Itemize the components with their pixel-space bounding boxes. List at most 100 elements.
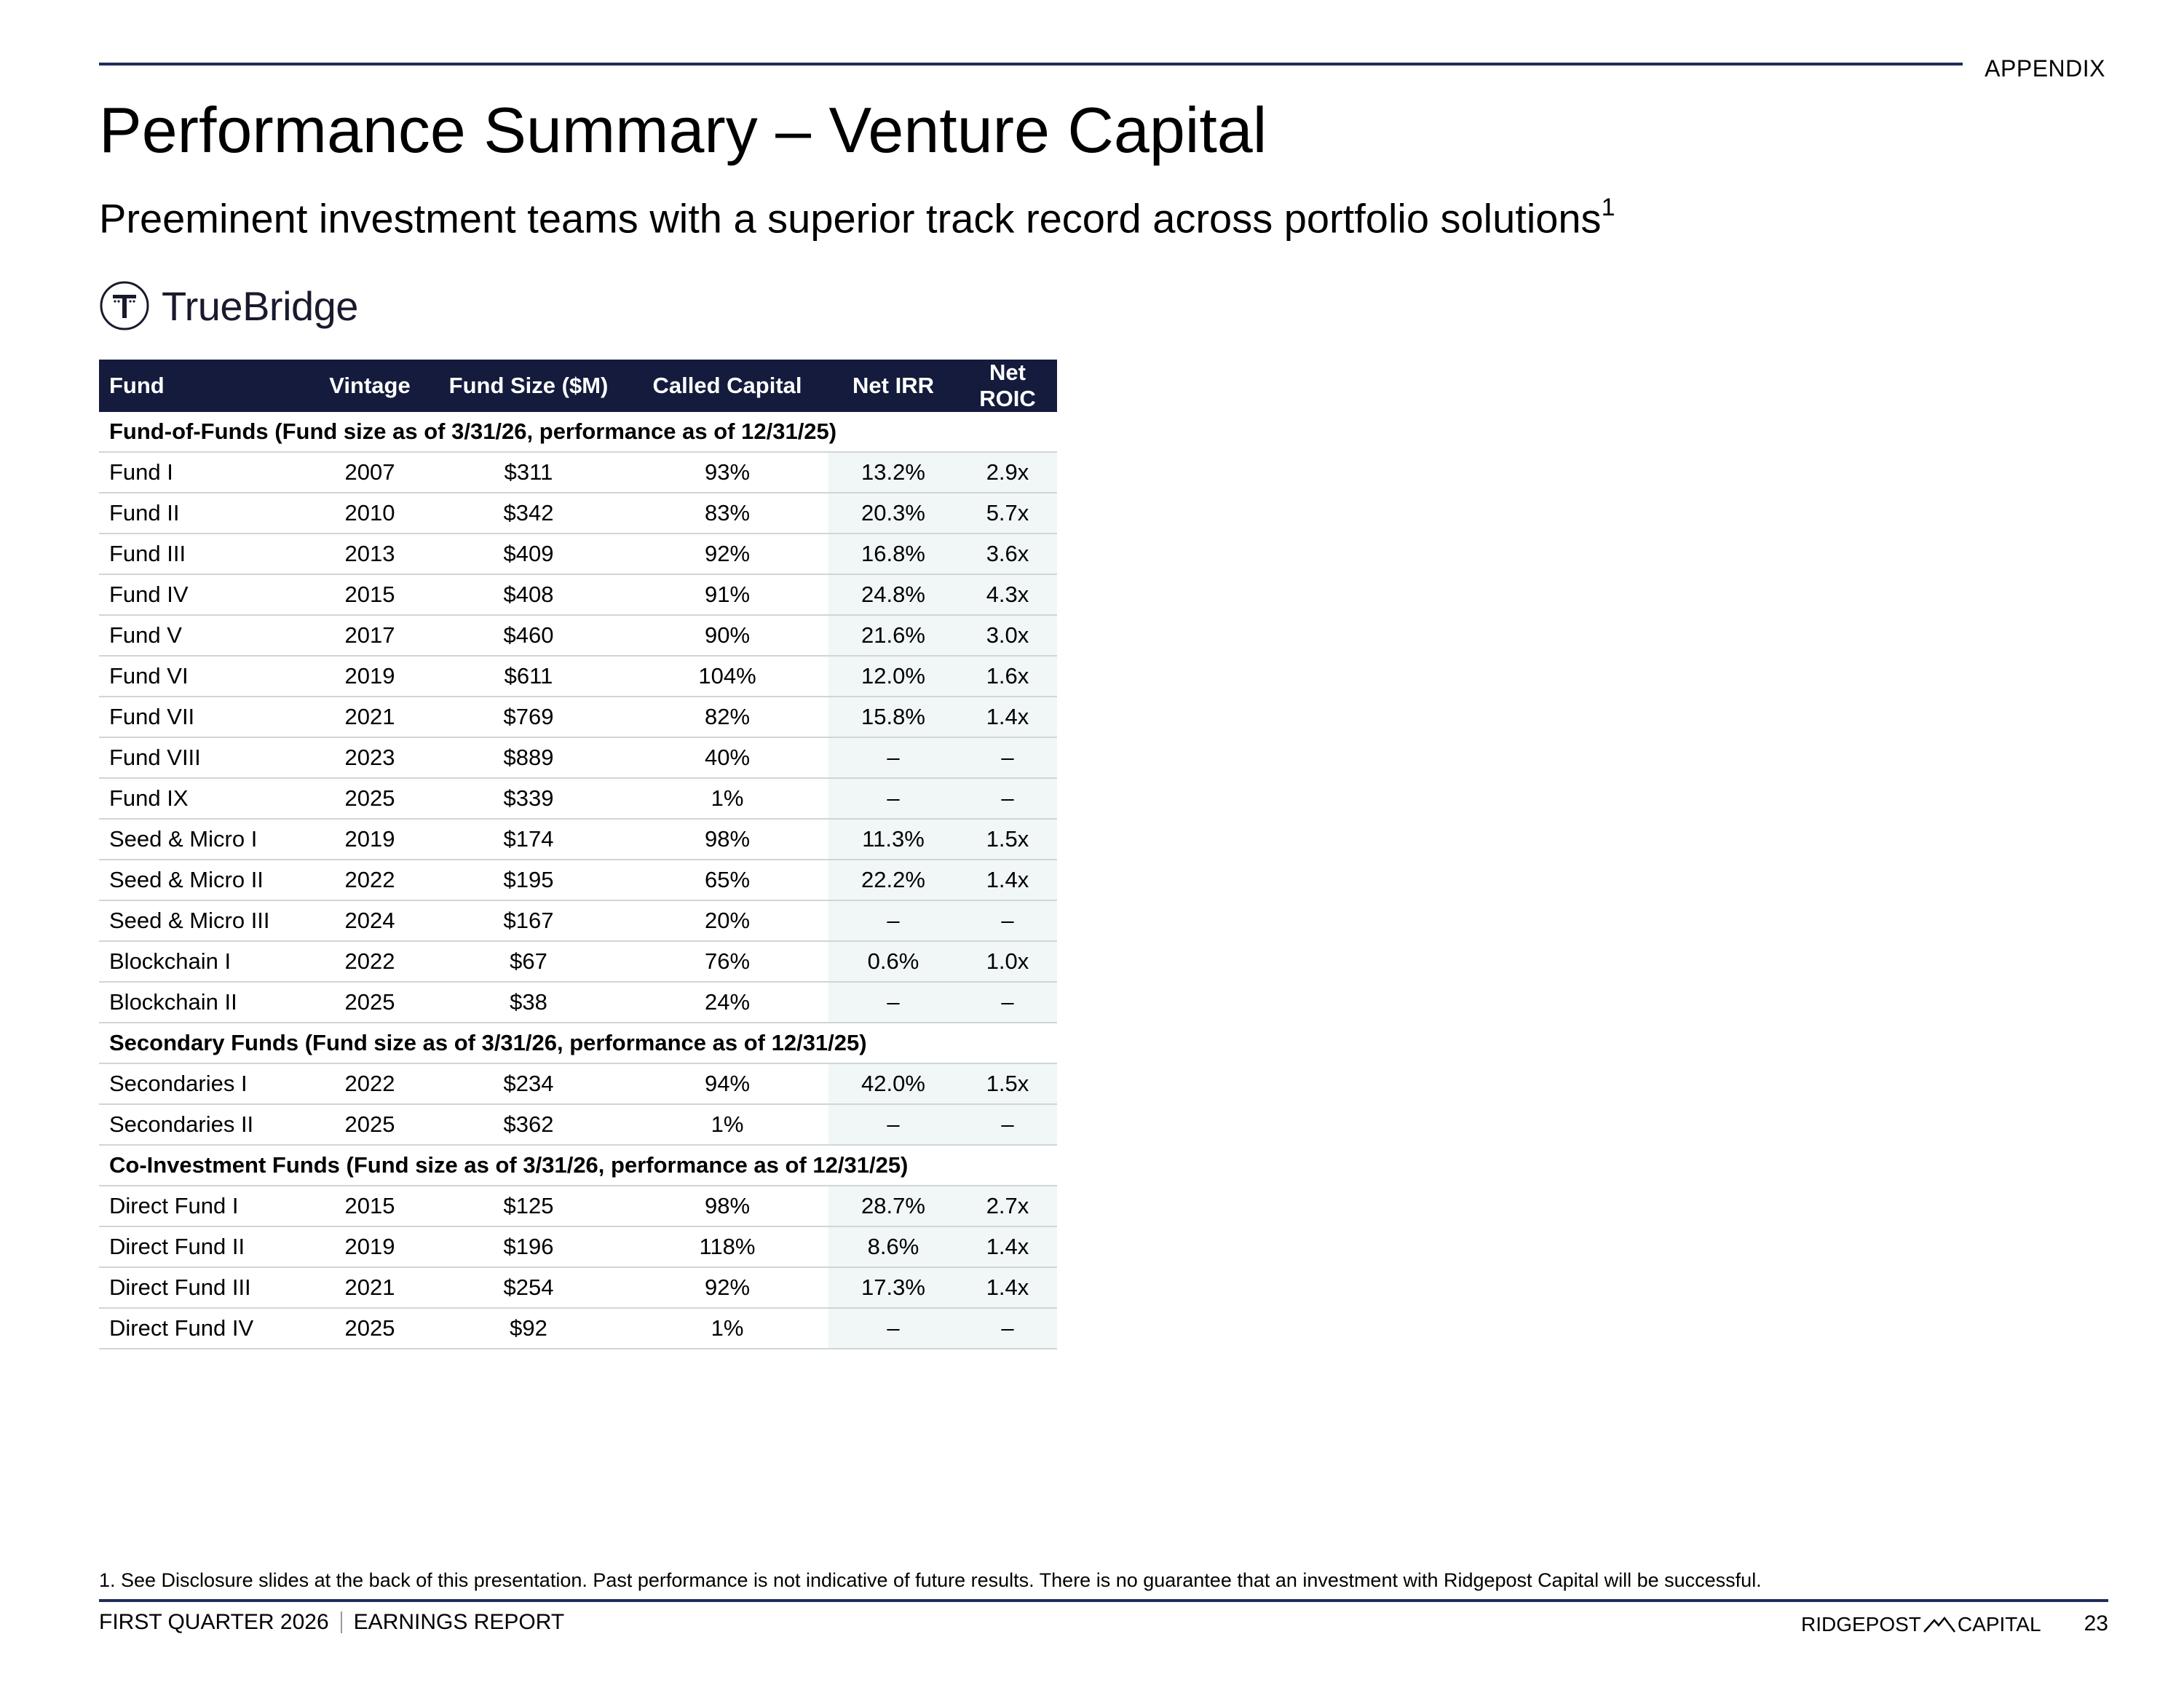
cell-called-capital: 65% <box>626 860 828 901</box>
table-row: Secondaries II 2025 $362 1% – – <box>99 1104 1057 1146</box>
cell-fund: Fund IX <box>99 778 309 820</box>
cell-called-capital: 93% <box>626 452 828 493</box>
cell-called-capital: 98% <box>626 819 828 860</box>
cell-net-roic: 1.4x <box>958 860 1057 901</box>
column-header-fund: Fund <box>99 360 309 412</box>
truebridge-logo: TrueBridge <box>99 278 358 333</box>
brand-left-text: RIDGEPOST <box>1801 1613 1921 1636</box>
table-row: Fund I 2007 $311 93% 13.2% 2.9x <box>99 452 1057 493</box>
cell-vintage: 2022 <box>309 1063 431 1105</box>
page-subtitle: Preeminent investment teams with a super… <box>99 185 1615 245</box>
cell-fund-size: $254 <box>431 1267 626 1309</box>
cell-fund-size: $311 <box>431 452 626 493</box>
cell-fund: Secondaries I <box>99 1063 309 1105</box>
cell-fund: Blockchain I <box>99 941 309 983</box>
column-header-called-capital: Called Capital <box>626 360 828 412</box>
cell-vintage: 2007 <box>309 452 431 493</box>
cell-net-irr: – <box>828 778 958 820</box>
cell-net-irr: 20.3% <box>828 493 958 534</box>
cell-net-roic: – <box>958 737 1057 779</box>
cell-fund-size: $195 <box>431 860 626 901</box>
page-title: Performance Summary – Venture Capital <box>99 94 1267 166</box>
ridgepost-logo: RIDGEPOST CAPITAL <box>1801 1613 2041 1636</box>
cell-fund-size: $67 <box>431 941 626 983</box>
cell-net-roic: 1.4x <box>958 697 1057 738</box>
section-label: APPENDIX <box>1985 55 2105 82</box>
top-rule <box>99 63 1963 66</box>
cell-fund-size: $339 <box>431 778 626 820</box>
cell-net-irr: – <box>828 737 958 779</box>
cell-vintage: 2021 <box>309 697 431 738</box>
table-row: Direct Fund III 2021 $254 92% 17.3% 1.4x <box>99 1267 1057 1309</box>
cell-fund-size: $769 <box>431 697 626 738</box>
cell-vintage: 2017 <box>309 615 431 657</box>
cell-vintage: 2022 <box>309 941 431 983</box>
footer-report-label: FIRST QUARTER 2026 EARNINGS REPORT <box>99 1610 564 1635</box>
cell-fund-size: $611 <box>431 656 626 697</box>
table-row: Direct Fund IV 2025 $92 1% – – <box>99 1308 1057 1349</box>
cell-net-roic: 1.4x <box>958 1267 1057 1309</box>
truebridge-t-icon <box>100 281 149 330</box>
cell-called-capital: 24% <box>626 982 828 1023</box>
cell-called-capital: 1% <box>626 1308 828 1349</box>
footnote: 1. See Disclosure slides at the back of … <box>99 1569 1762 1591</box>
cell-net-irr: – <box>828 1308 958 1349</box>
table-row: Fund II 2010 $342 83% 20.3% 5.7x <box>99 493 1057 534</box>
cell-called-capital: 76% <box>626 941 828 983</box>
cell-vintage: 2010 <box>309 493 431 534</box>
subtitle-text: Preeminent investment teams with a super… <box>99 195 1602 242</box>
cell-net-roic: 2.7x <box>958 1186 1057 1227</box>
cell-net-roic: 2.9x <box>958 452 1057 493</box>
cell-fund-size: $889 <box>431 737 626 779</box>
cell-net-roic: 5.7x <box>958 493 1057 534</box>
table-body: Fund-of-Funds (Fund size as of 3/31/26, … <box>99 412 1057 1349</box>
cell-net-irr: 8.6% <box>828 1226 958 1268</box>
cell-net-roic: 1.5x <box>958 819 1057 860</box>
cell-fund: Seed & Micro II <box>99 860 309 901</box>
cell-net-irr: 42.0% <box>828 1063 958 1105</box>
column-header-net-irr: Net IRR <box>828 360 958 412</box>
cell-net-roic: 1.4x <box>958 1226 1057 1268</box>
logo-wordmark: TrueBridge <box>162 282 358 329</box>
cell-vintage: 2019 <box>309 1226 431 1268</box>
table-row: Fund VI 2019 $611 104% 12.0% 1.6x <box>99 656 1057 697</box>
cell-called-capital: 92% <box>626 1267 828 1309</box>
table-row: Fund IX 2025 $339 1% – – <box>99 778 1057 820</box>
subtitle-footnote-ref: 1 <box>1601 194 1615 221</box>
cell-fund-size: $92 <box>431 1308 626 1349</box>
table-row: Fund VIII 2023 $889 40% – – <box>99 737 1057 779</box>
table-row: Direct Fund I 2015 $125 98% 28.7% 2.7x <box>99 1186 1057 1227</box>
cell-fund-size: $167 <box>431 900 626 942</box>
cell-vintage: 2021 <box>309 1267 431 1309</box>
section-label: Secondary Funds (Fund size as of 3/31/26… <box>99 1023 1057 1064</box>
table-row: Fund V 2017 $460 90% 21.6% 3.0x <box>99 615 1057 657</box>
cell-fund: Fund III <box>99 534 309 575</box>
footer-separator <box>340 1611 342 1633</box>
cell-net-roic: 1.5x <box>958 1063 1057 1105</box>
cell-called-capital: 90% <box>626 615 828 657</box>
column-header-net-roic: Net ROIC <box>958 360 1057 412</box>
cell-called-capital: 1% <box>626 1104 828 1146</box>
performance-table: Fund Vintage Fund Size ($M) Called Capit… <box>99 360 1057 1349</box>
cell-fund-size: $460 <box>431 615 626 657</box>
cell-net-irr: 21.6% <box>828 615 958 657</box>
table-section-row: Fund-of-Funds (Fund size as of 3/31/26, … <box>99 412 1057 453</box>
cell-fund: Fund IV <box>99 574 309 616</box>
cell-fund-size: $408 <box>431 574 626 616</box>
cell-net-irr: – <box>828 1104 958 1146</box>
cell-net-irr: 11.3% <box>828 819 958 860</box>
cell-net-roic: 3.6x <box>958 534 1057 575</box>
cell-called-capital: 83% <box>626 493 828 534</box>
cell-fund-size: $409 <box>431 534 626 575</box>
cell-net-roic: – <box>958 778 1057 820</box>
cell-vintage: 2013 <box>309 534 431 575</box>
cell-fund: Secondaries II <box>99 1104 309 1146</box>
table-header-row: Fund Vintage Fund Size ($M) Called Capit… <box>99 360 1057 412</box>
cell-net-irr: 12.0% <box>828 656 958 697</box>
cell-called-capital: 1% <box>626 778 828 820</box>
cell-called-capital: 40% <box>626 737 828 779</box>
footer-quarter: FIRST QUARTER 2026 <box>99 1610 329 1634</box>
cell-net-irr: 28.7% <box>828 1186 958 1227</box>
column-header-vintage: Vintage <box>309 360 431 412</box>
cell-fund: Seed & Micro III <box>99 900 309 942</box>
